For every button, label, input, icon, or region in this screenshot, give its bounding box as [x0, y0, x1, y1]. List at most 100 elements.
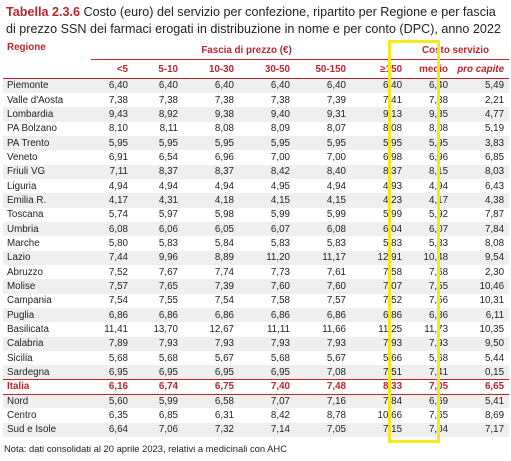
value-cell: 7,73	[270, 266, 290, 278]
table-row: Nord 5,60 5,99 6,58 7,07 7,16 7,84 6,69 5,41	[3, 394, 510, 409]
value-cell: 10,31	[479, 295, 505, 307]
value-cell: 6,64	[108, 424, 128, 436]
table-row: Lombardia 9,43 8,92 9,38 9,40 9,31 9,13 9,35 4,7…	[3, 107, 510, 122]
region-cell: Nord	[7, 395, 29, 407]
value-cell: 5,68	[158, 352, 178, 364]
value-cell: 7,93	[158, 338, 178, 350]
value-cell: 8,07	[326, 123, 346, 135]
value-cell: 7,93	[214, 338, 234, 350]
value-cell: 4,38	[484, 194, 505, 206]
title-block: Tabella 2.3.6 Costo (euro) del servizio …	[6, 4, 506, 38]
value-cell: 7,93	[428, 338, 449, 350]
value-cell: 8,42	[270, 410, 290, 422]
value-cell: 6,04	[382, 223, 403, 235]
value-cell: 9,43	[108, 108, 128, 120]
value-cell: 7,93	[326, 338, 346, 350]
value-cell: 6,11	[485, 309, 505, 321]
value-cell: 5,98	[214, 209, 234, 221]
value-cell: 6,95	[214, 366, 234, 378]
table-row: Friuli VG 7,11 8,37 8,37 8,42 8,40 8,37 8,15 8,0…	[3, 164, 510, 179]
value-cell: 4,77	[484, 108, 505, 120]
table-row: Abruzzo 7,52 7,67 7,74 7,73 7,61 7,58 7,68 2,30	[3, 265, 509, 279]
value-cell: 6,07	[428, 223, 449, 235]
value-cell: 7,84	[484, 223, 505, 235]
value-cell: 7,65	[428, 410, 449, 422]
region-cell: Toscana	[7, 209, 44, 221]
region-cell: Sardegna	[7, 366, 50, 378]
value-cell: 4,93	[382, 180, 403, 192]
value-cell: 7,00	[326, 151, 346, 163]
value-cell: 7,41	[428, 366, 449, 378]
value-cell: 6,07	[270, 223, 290, 235]
value-cell: 7,58	[382, 266, 403, 278]
value-cell: 7,38	[428, 94, 449, 106]
region-cell: Piemonte	[7, 80, 49, 92]
value-cell: 2,21	[484, 94, 505, 106]
table-row: Liguria 4,94 4,94 4,94 4,95 4,94 4,93 4,94 6,43	[3, 179, 509, 193]
value-cell: 12,91	[377, 252, 403, 264]
value-cell: 5,95	[382, 137, 403, 149]
value-cell: 7,38	[214, 94, 234, 106]
value-cell: 6,96	[214, 151, 234, 163]
value-cell: 8,08	[484, 237, 505, 249]
sub-header-row: <5 5-10 10-30 30-50 50-150 ≥150 medio pro capit…	[3, 59, 510, 79]
sub-header-cell: <5	[91, 59, 133, 79]
value-cell: 7,58	[270, 295, 290, 307]
table-row: Centro 6,35 6,85 6,31 8,42 8,78 10,66 7,65 8,69	[3, 408, 509, 422]
value-cell: 3,83	[484, 137, 505, 149]
region-cell: Emilia R.	[7, 194, 47, 206]
table-row: Sud e Isole 6,64 7,06 7,32 7,14 7,05 7,15 7,04 7…	[3, 422, 510, 438]
value-cell: 6,69	[428, 395, 449, 407]
table-row: Puglia 6,86 6,86 6,86 6,86 6,86 6,86 6,86 6,11	[3, 308, 510, 323]
value-cell: 6,86	[382, 309, 403, 321]
value-cell: 7,48	[295, 379, 351, 395]
region-cell: Puglia	[7, 309, 35, 321]
value-cell: 7,44	[108, 252, 128, 264]
value-cell: 4,17	[108, 194, 128, 206]
region-cell: Molise	[7, 280, 36, 292]
value-cell: 4,94	[108, 180, 128, 192]
value-cell: 5,83	[326, 237, 346, 249]
region-cell: Abruzzo	[7, 266, 43, 278]
value-cell: 7,08	[326, 366, 346, 378]
region-cell: Calabria	[7, 338, 44, 350]
value-cell: 8,08	[214, 123, 234, 135]
table-label: Tabella 2.3.6	[6, 5, 80, 19]
value-cell: 4,95	[270, 180, 290, 192]
table-row: Italia 6,16 6,74 6,75 7,40 7,48 8,33 7,05 6,65	[3, 379, 510, 395]
value-cell: 8,33	[351, 379, 408, 395]
value-cell: 0,15	[484, 366, 505, 378]
value-cell: 7,56	[428, 295, 449, 307]
value-cell: 5,74	[108, 209, 128, 221]
region-cell: Sicilia	[7, 352, 33, 364]
table-row: PA Bolzano 8,10 8,11 8,08 8,09 8,07 8,08 8,08 5,…	[3, 122, 509, 136]
value-cell: 5,95	[214, 137, 234, 149]
value-cell: 6,98	[382, 151, 403, 163]
value-cell: 7,04	[428, 424, 449, 436]
value-cell: 9,31	[326, 108, 346, 120]
value-cell: 7,67	[158, 266, 178, 278]
table-row: Lazio 7,44 9,96 8,89 11,20 11,17 12,91 10,48 9,5…	[3, 250, 510, 265]
sub-header-cell: pro capite	[453, 59, 510, 79]
value-cell: 6,58	[214, 395, 234, 407]
value-cell: 7,14	[270, 424, 290, 436]
region-cell: PA Trento	[7, 137, 50, 149]
value-cell: 8,40	[326, 166, 346, 178]
value-cell: 11,25	[378, 324, 403, 336]
value-cell: 7,52	[382, 295, 403, 307]
value-cell: 8,37	[214, 166, 234, 178]
table-row: Calabria 7,89 7,93 7,93 7,93 7,93 7,93 7,93 9,50	[3, 336, 510, 352]
value-cell: 5,83	[428, 237, 449, 249]
sub-header-cell: 5-10	[133, 59, 183, 79]
value-cell: 6,85	[158, 410, 178, 422]
value-cell: 7,65	[158, 280, 178, 292]
value-cell: 8,03	[484, 166, 505, 178]
value-cell: 5,99	[382, 209, 403, 221]
value-cell: 5,92	[428, 209, 449, 221]
value-cell: 8,92	[158, 108, 178, 120]
header-cell: Costo servizio	[407, 42, 510, 60]
value-cell: 7,68	[428, 266, 449, 278]
value-cell: 12,67	[209, 324, 234, 336]
value-cell: 9,54	[484, 252, 505, 264]
